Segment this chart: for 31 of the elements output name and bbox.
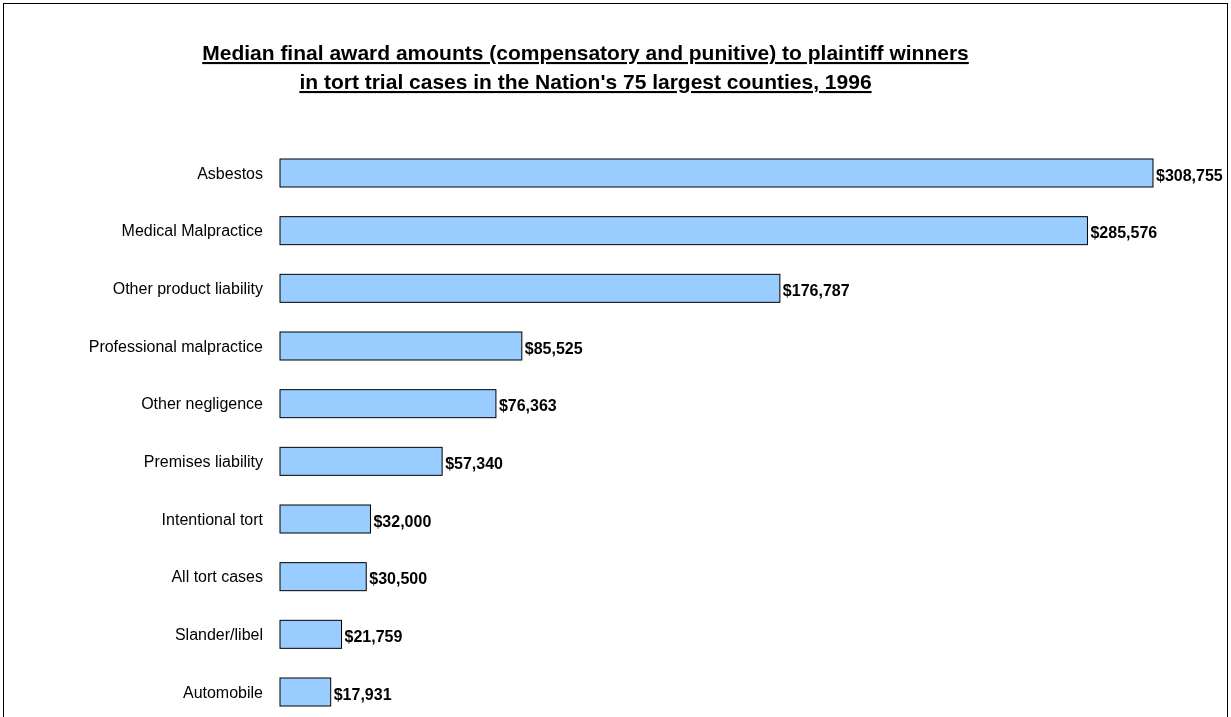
y-tick-label: All tort cases bbox=[171, 568, 263, 586]
data-label: $285,576 bbox=[1090, 224, 1158, 242]
bar bbox=[279, 331, 523, 361]
bar bbox=[279, 504, 371, 534]
data-label: $176,787 bbox=[782, 281, 850, 299]
bar bbox=[279, 389, 497, 419]
data-label: $85,525 bbox=[524, 339, 583, 357]
y-tick-label: Intentional tort bbox=[161, 510, 264, 528]
data-label: $17,931 bbox=[333, 685, 392, 703]
data-label: $32,000 bbox=[373, 512, 432, 530]
data-label: $308,755 bbox=[1156, 166, 1223, 184]
data-label: $76,363 bbox=[498, 397, 557, 415]
bar bbox=[279, 446, 443, 476]
bar bbox=[279, 677, 332, 707]
data-label: $21,759 bbox=[344, 627, 403, 645]
y-tick-label: Professional malpractice bbox=[88, 337, 264, 355]
y-tick-label: Asbestos bbox=[197, 164, 263, 182]
data-label: $30,500 bbox=[369, 570, 428, 588]
y-tick-label: Medical Malpractice bbox=[121, 222, 264, 240]
chart-title: Median final award amounts (compensatory and punitive) to plaintiff winners in tort trial cases in the Nation's 75 largest counties, 1996 bbox=[202, 41, 969, 93]
y-tick-label: Slander/libel bbox=[174, 625, 263, 643]
bar bbox=[279, 273, 781, 303]
y-tick-label: Other product liability bbox=[112, 279, 263, 297]
bar bbox=[279, 619, 343, 649]
bar bbox=[279, 562, 367, 592]
bar bbox=[279, 216, 1088, 246]
y-tick-label: Premises liability bbox=[143, 452, 263, 470]
y-tick-label: Automobile bbox=[182, 683, 264, 701]
data-label: $57,340 bbox=[445, 454, 504, 472]
y-tick-label: Other negligence bbox=[141, 395, 264, 413]
bar bbox=[279, 158, 1154, 188]
